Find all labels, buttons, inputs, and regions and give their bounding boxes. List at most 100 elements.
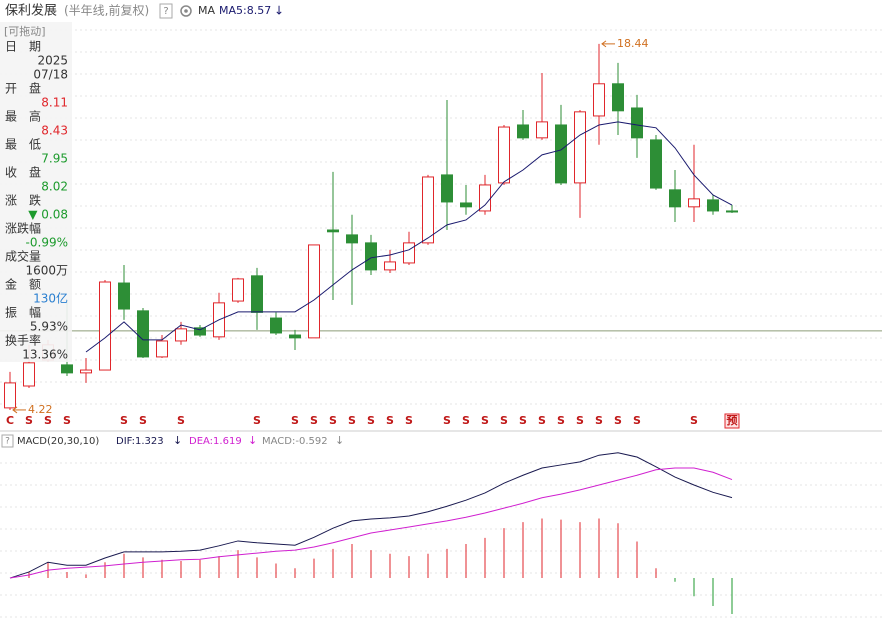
info-value: 13.36% xyxy=(22,348,68,362)
signal-box xyxy=(724,413,740,429)
annotation-arrowhead xyxy=(601,40,607,48)
macd-legend-arrow: ↓ xyxy=(173,434,182,447)
info-label: 最 高 xyxy=(5,109,41,124)
info-label: 日 期 xyxy=(5,40,41,54)
subtitle: (半年线,前复权) xyxy=(64,3,149,18)
candle-body xyxy=(460,202,472,208)
candle-body xyxy=(118,282,130,310)
signal-marker: S xyxy=(310,414,318,427)
candle-body xyxy=(175,328,187,342)
help-box[interactable] xyxy=(159,3,173,19)
macd-title: MACD(20,30,10) xyxy=(17,436,99,447)
candle-body xyxy=(384,261,396,271)
candle-body xyxy=(726,210,738,213)
signal-marker: S xyxy=(386,414,394,427)
signal-marker: S xyxy=(120,414,128,427)
signal-marker: S xyxy=(367,414,375,427)
info-label: 换手率 xyxy=(5,333,41,348)
info-label: 最 低 xyxy=(5,138,41,152)
info-label: 开 盘 xyxy=(5,81,41,96)
candle-body xyxy=(23,362,35,387)
candle-body xyxy=(479,184,491,212)
signal-marker: S xyxy=(291,414,299,427)
info-label: 涨 跌 xyxy=(5,193,41,208)
signal-marker: S xyxy=(177,414,185,427)
stock-name: 保利发展 xyxy=(5,3,57,19)
annotation-label: 18.44 xyxy=(617,37,649,50)
signal-marker: S xyxy=(405,414,413,427)
macd-legend: DIF:1.323 xyxy=(116,436,164,447)
macd-legend-arrow: ↓ xyxy=(335,434,344,447)
info-value: 130亿 xyxy=(33,291,68,306)
macd-line xyxy=(9,452,733,579)
info-panel xyxy=(0,22,72,362)
ma-legend: MA5:8.57 xyxy=(219,4,271,17)
candle-body xyxy=(61,364,73,374)
signal-marker: S xyxy=(690,414,698,427)
info-label: 涨跌幅 xyxy=(5,221,41,236)
settings-icon[interactable] xyxy=(180,5,192,17)
info-label: 金 额 xyxy=(5,277,41,292)
candle-body xyxy=(688,198,700,208)
info-value: 8.43 xyxy=(41,124,68,138)
candle-body xyxy=(441,174,453,203)
signal-marker: 预 xyxy=(727,413,738,427)
signal-marker: S xyxy=(139,414,147,427)
candle-body xyxy=(517,124,529,139)
signal-marker: S xyxy=(44,414,52,427)
info-label: 收 盘 xyxy=(5,165,41,180)
help[interactable]: ? xyxy=(163,6,168,17)
candle-body xyxy=(498,126,510,184)
candle-body xyxy=(536,121,548,139)
candle-body xyxy=(650,139,662,189)
candle-body xyxy=(80,369,92,374)
candle-body xyxy=(270,317,282,334)
macd-line xyxy=(9,467,733,579)
candle-body xyxy=(346,234,358,244)
ma-line xyxy=(85,121,733,353)
info-hint: [可拖动] xyxy=(4,24,46,38)
signal-marker: S xyxy=(500,414,508,427)
signal-marker: S xyxy=(63,414,71,427)
info-label: 成交量 xyxy=(5,249,41,264)
candle-body xyxy=(327,229,339,233)
help-box[interactable] xyxy=(1,434,14,448)
signal-marker: S xyxy=(633,414,641,427)
candle-body xyxy=(669,189,681,208)
candle-body xyxy=(308,244,320,339)
signal-marker: S xyxy=(481,414,489,427)
signal-marker: S xyxy=(614,414,622,427)
candle-body xyxy=(4,382,16,409)
candle-body xyxy=(422,176,434,244)
signal-marker: S xyxy=(329,414,337,427)
signal-marker: S xyxy=(25,414,33,427)
candle-body xyxy=(707,199,719,212)
info-value: 2025 xyxy=(37,54,68,68)
candle-body xyxy=(365,242,377,271)
candle-body xyxy=(612,83,624,112)
candle-body xyxy=(631,107,643,139)
candle-body xyxy=(403,242,415,264)
settings-icon-core xyxy=(184,9,188,13)
info-value: 5.93% xyxy=(30,320,68,334)
signal-marker: S xyxy=(443,414,451,427)
help[interactable]: ? xyxy=(5,437,10,447)
info-value: 1600万 xyxy=(25,264,68,278)
candle-body xyxy=(232,278,244,302)
annotation-label: 4.22 xyxy=(28,403,53,416)
signal-marker: S xyxy=(576,414,584,427)
macd-legend-arrow: ↓ xyxy=(248,434,257,447)
signal-marker: S xyxy=(557,414,565,427)
ma-arrow: ↓ xyxy=(274,4,284,18)
info-value: 8.02 xyxy=(41,180,68,194)
signal-marker: C xyxy=(6,414,14,427)
candle-body xyxy=(99,281,111,371)
signal-marker: S xyxy=(348,414,356,427)
candle-body xyxy=(194,327,206,336)
candle-body xyxy=(289,334,301,339)
indicator[interactable]: MA xyxy=(198,4,215,17)
info-value: ▼ 0.08 xyxy=(28,208,68,222)
info-value: 8.11 xyxy=(41,96,68,110)
